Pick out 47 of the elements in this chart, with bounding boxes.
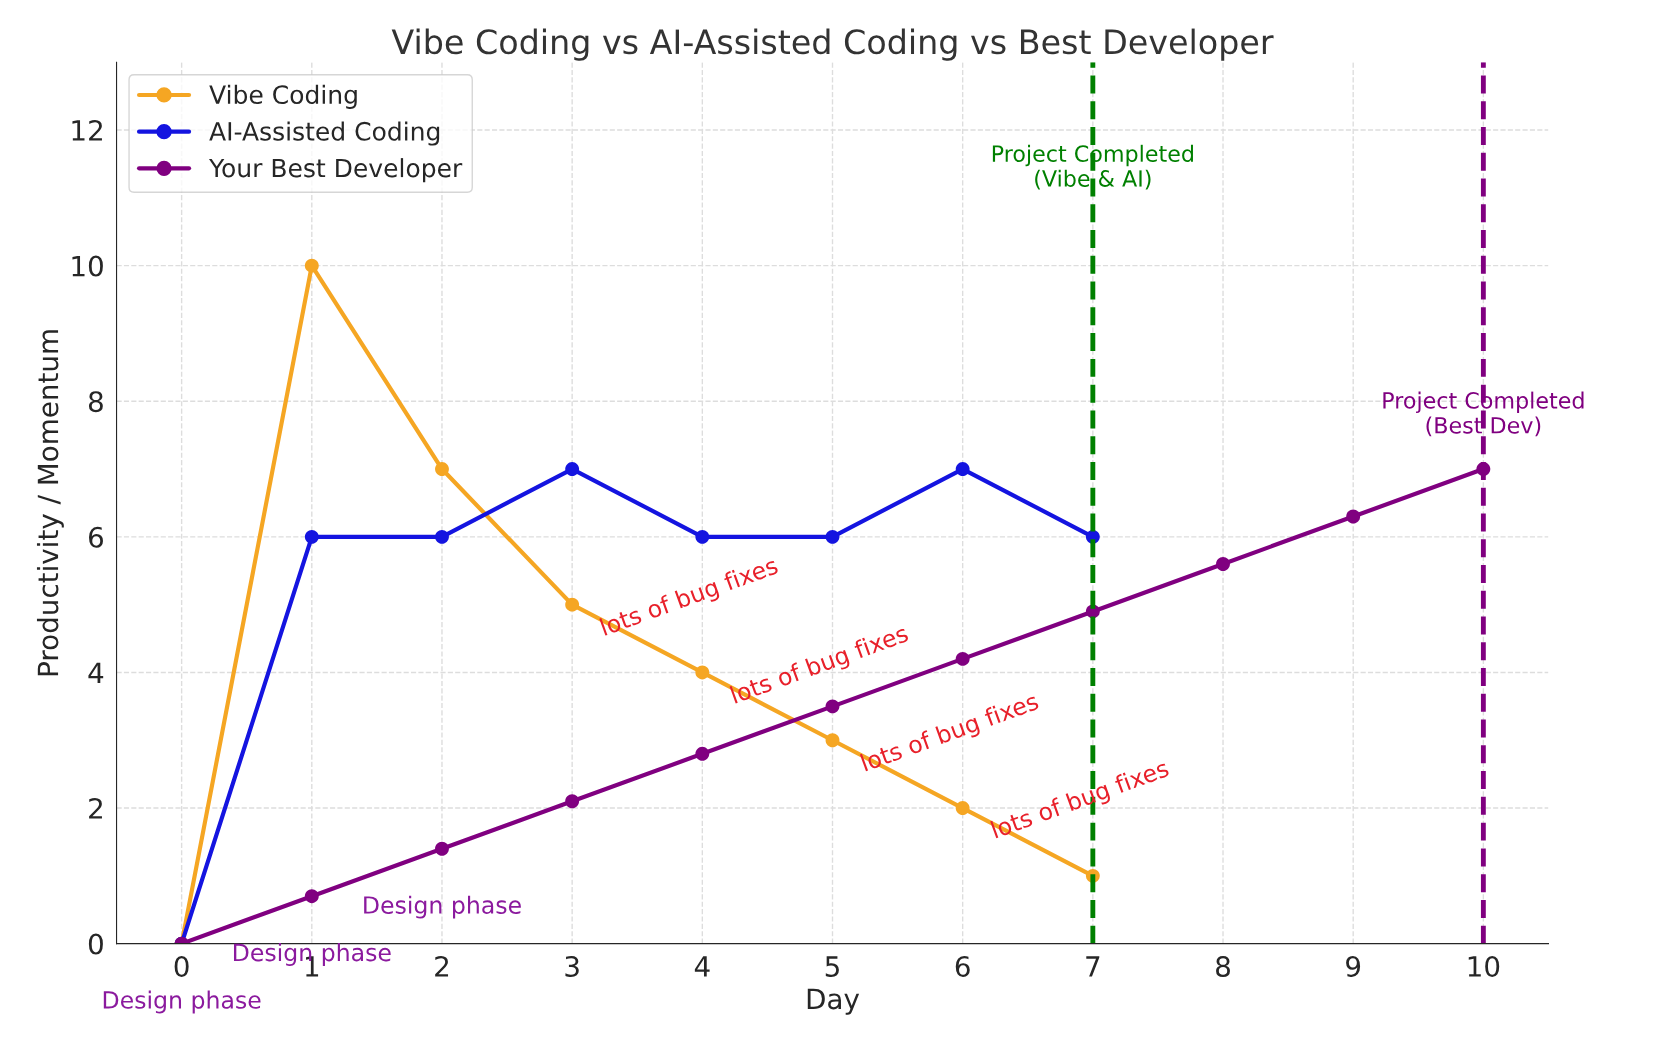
point (955, 801, 970, 816)
point (825, 733, 840, 748)
y-tick-label: 4 (88, 662, 104, 684)
point (955, 462, 970, 476)
point (1216, 557, 1230, 571)
x-tick-label: 3 (565, 955, 579, 977)
y-tick-label: 10 (72, 255, 103, 277)
x-tick-label: 10 (1468, 955, 1500, 977)
legend-label: Your Best Developer (209, 158, 463, 183)
x-axis-title: Day (807, 988, 860, 1015)
x-tick-label: 9 (1346, 955, 1361, 977)
legend-label: Vibe Coding (209, 84, 357, 109)
y-tick-label: 8 (88, 391, 103, 413)
x-tick-label: 0 (174, 955, 189, 977)
x-tick-label: 7 (1086, 956, 1100, 977)
ref-line-label: Project Completed (Best Dev) (1383, 391, 1584, 437)
y-axis-title: Productivity / Momentum (36, 330, 64, 676)
point (695, 746, 710, 761)
y-tick-label: 12 (72, 119, 102, 141)
x-tick-label: 4 (694, 956, 710, 977)
annotation: Design phase (364, 895, 521, 919)
point (304, 529, 319, 544)
y-tick-label: 6 (89, 526, 103, 548)
point (435, 529, 449, 544)
x-tick-label: 5 (825, 956, 839, 977)
legend-label: AI-Assisted Coding (209, 121, 440, 146)
point (565, 597, 580, 612)
x-tick-label: 8 (1216, 955, 1230, 977)
point (825, 699, 840, 714)
point (955, 651, 970, 666)
point (435, 841, 449, 856)
point (695, 529, 710, 544)
point (565, 462, 580, 476)
point (565, 794, 580, 809)
point (825, 529, 840, 544)
point (304, 889, 319, 904)
point (435, 462, 449, 476)
annotation: Design phase (103, 990, 261, 1014)
y-tick-label: 2 (89, 798, 102, 819)
ref-line-label: Project Completed (Vibe & AI) (992, 144, 1193, 190)
x-tick-label: 2 (435, 955, 449, 977)
point (695, 665, 710, 680)
x-tick-label: 6 (955, 955, 970, 977)
point (1346, 509, 1361, 524)
y-tick-label: 0 (88, 933, 103, 955)
chart-title: Vibe Coding vs AI-Assisted Coding vs Best Developer (391, 28, 1274, 61)
point (304, 258, 319, 273)
